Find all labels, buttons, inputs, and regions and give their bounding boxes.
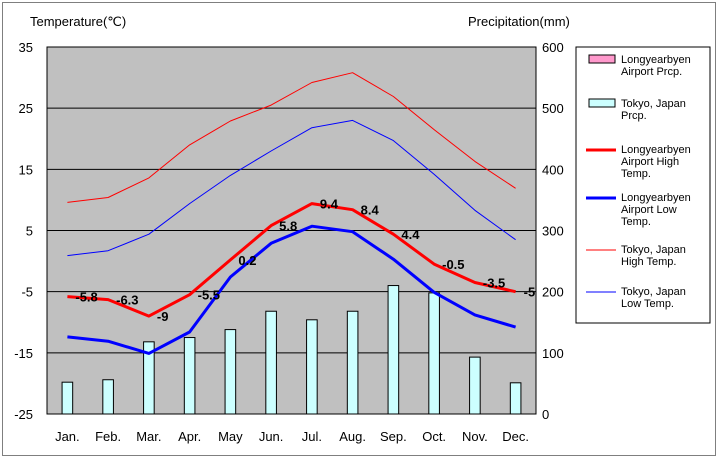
right-tick-label: 300 [542,224,564,239]
x-tick-label: Aug. [339,429,366,444]
left-tick-label: 5 [26,224,33,239]
precipitation-bar [387,285,400,415]
data-label: 8.4 [361,203,380,218]
x-tick-label: Jun. [259,429,284,444]
precipitation-bar [509,382,522,415]
temperature-lines [67,72,517,355]
legend-swatch [588,54,616,64]
precipitation-bar [469,356,481,415]
precipitation-bar [428,292,440,415]
legend-swatch [588,98,616,108]
x-tick-label: Dec. [502,429,529,444]
x-tick-label: Feb. [95,429,121,444]
precipitation-bar [265,310,277,415]
left-tick-label: -15 [14,346,33,361]
right-tick-label: 500 [542,101,564,116]
temperature-line [67,119,516,257]
x-tick-label: Sep. [380,429,407,444]
plot-border [46,46,537,415]
left-tick-label: -5 [21,285,33,300]
x-tick-label: Mar. [136,429,161,444]
right-tick-label: 400 [542,162,564,177]
legend-label: Longyearbyen [621,144,691,156]
right-axis-title: Precipitation(mm) [468,14,570,29]
legend-label: High Temp. [621,256,676,268]
data-label: 0.2 [238,253,256,268]
data-label: -0.5 [442,257,464,272]
legend-label: Longyearbyen [621,54,691,66]
data-label: 9.4 [320,197,339,212]
precipitation-bar [346,310,359,415]
data-label: -9 [157,309,169,324]
x-tick-label: Oct. [422,429,446,444]
data-labels: -5.8 -6.3 -9 -5.5 0.2 5.8 9.4 8.4 4.4 -0.5 -3.5 -5 [75,197,535,325]
data-label: -3.5 [483,275,505,290]
data-label: -5.5 [198,288,220,303]
data-label: -5 [524,285,536,300]
legend-label: Low Temp. [621,298,674,310]
axes: 35 25 15 5 -5 -15 -25 600 500 400 300 200 100 0 Jan. Fe… [14,40,564,444]
legend-label: Airport High [621,156,679,168]
right-tick-label: 100 [542,346,564,361]
legend-label: Tokyo, Japan [621,244,686,256]
data-label: -6.3 [116,293,138,308]
legend-label: Prcp. [621,110,647,122]
right-tick-label: 600 [542,40,564,55]
temperature-line [67,202,516,318]
left-axis-title: Temperature(℃) [30,14,126,29]
x-tick-label: Jul. [302,429,322,444]
legend-label: Airport Low [621,204,677,216]
x-tick-label: Jan. [55,429,80,444]
chart-frame [2,2,716,456]
data-label: -5.8 [75,290,97,305]
legend-label: Tokyo, Japan [621,286,686,298]
legend-box [575,46,711,324]
legend-label: Temp. [621,168,651,180]
data-label: 5.8 [279,219,297,234]
temperature-line [67,72,516,203]
x-tick-label: Nov. [462,429,488,444]
data-label: 4.4 [401,227,420,242]
precipitation-bar [224,329,237,415]
precipitation-bar [102,379,114,415]
legend-label: Tokyo, Japan [621,98,686,110]
temperature-line [67,224,517,355]
left-tick-label: 15 [19,162,33,177]
legend-label: Longyearbyen [621,192,691,204]
left-tick-label: -25 [14,407,33,422]
legend-label: Temp. [621,216,651,228]
legend-label: Airport Prcp. [621,66,682,78]
left-tick-label: 25 [19,101,33,116]
x-tick-label: Apr. [178,429,201,444]
right-tick-label: 0 [542,407,549,422]
precipitation-bar [306,319,318,415]
left-tick-label: 35 [19,40,33,55]
precipitation-bar [183,337,196,415]
right-tick-label: 200 [542,285,564,300]
precipitation-bar [61,381,74,415]
x-tick-label: May [218,429,243,444]
